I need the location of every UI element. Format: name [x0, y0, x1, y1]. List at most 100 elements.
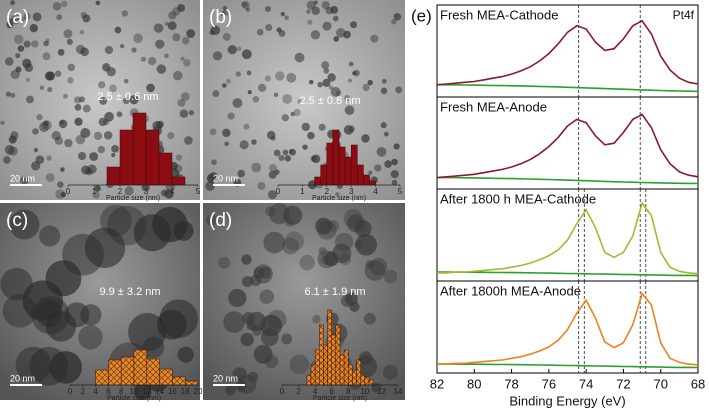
particle — [246, 311, 267, 332]
x-tick-label: 2 — [325, 187, 330, 196]
particle — [284, 155, 292, 162]
bar — [106, 166, 121, 186]
bar — [184, 380, 199, 386]
particle — [39, 122, 50, 133]
particle — [66, 38, 73, 45]
particle — [89, 152, 99, 161]
particle — [317, 250, 336, 269]
particle — [288, 149, 294, 154]
particle — [29, 24, 38, 33]
x-tick-label: 68 — [691, 376, 705, 391]
particle — [98, 117, 108, 127]
panel-label: (d) — [209, 210, 232, 231]
particle — [80, 304, 102, 326]
particle — [267, 309, 287, 329]
particle — [284, 15, 289, 21]
particle — [63, 93, 68, 99]
particle — [60, 167, 65, 172]
bar — [133, 349, 148, 386]
particle — [109, 84, 117, 93]
particle — [146, 83, 155, 93]
particle — [173, 164, 183, 173]
x-tick-label: 0 — [280, 387, 285, 396]
particle — [78, 325, 103, 350]
particle — [133, 382, 152, 400]
particle — [307, 19, 313, 25]
particle — [247, 90, 252, 95]
particle — [369, 257, 388, 276]
particle — [335, 28, 346, 38]
bar — [339, 354, 345, 386]
particle — [120, 44, 125, 49]
particle — [3, 156, 11, 164]
particle — [15, 53, 21, 59]
particle — [253, 344, 273, 364]
particle — [268, 170, 277, 179]
particle — [362, 83, 370, 92]
x-tick-label: 80 — [467, 376, 481, 391]
particle — [330, 86, 341, 97]
spectrum-line — [437, 176, 698, 185]
particle — [376, 146, 387, 157]
particle — [205, 181, 215, 191]
particle — [47, 87, 53, 93]
spectrum-line — [437, 201, 699, 275]
particle — [344, 94, 351, 102]
scale-bar-label: 20 nm — [10, 173, 35, 183]
particle — [24, 63, 34, 72]
particle — [323, 68, 330, 74]
particle — [218, 256, 231, 269]
particle — [237, 169, 245, 178]
particle — [241, 1, 248, 8]
particle — [365, 259, 375, 269]
particle — [325, 6, 334, 15]
particle — [114, 26, 122, 34]
particle — [160, 189, 168, 197]
bar — [338, 146, 346, 186]
particle — [63, 29, 73, 39]
bar — [348, 364, 353, 386]
particle — [241, 49, 252, 60]
particle — [350, 21, 358, 29]
bar — [146, 358, 160, 386]
particle — [140, 56, 147, 62]
x-tick-label: 3 — [349, 187, 354, 196]
scale-bar-label: 20 nm — [213, 173, 238, 183]
particle — [222, 5, 228, 11]
particle — [177, 98, 186, 107]
particle — [167, 132, 175, 140]
particle — [380, 122, 387, 129]
x-tick-label: 10 — [130, 387, 139, 396]
bar — [352, 369, 357, 386]
particle — [251, 139, 257, 145]
particle — [177, 346, 194, 363]
x-tick-label: 8 — [346, 387, 351, 396]
particle — [220, 11, 226, 17]
x-tick-label: 72 — [616, 376, 630, 391]
particle — [252, 96, 260, 103]
particle — [321, 61, 330, 70]
particle — [4, 144, 15, 155]
particle — [98, 81, 106, 89]
bar — [360, 374, 366, 386]
particle — [180, 92, 190, 101]
x-tick-label: 78 — [504, 376, 518, 391]
particle — [348, 125, 356, 133]
particle — [211, 159, 217, 166]
particle — [259, 289, 274, 304]
particle — [6, 21, 14, 29]
x-tick-label: 70 — [653, 376, 667, 391]
bar — [344, 156, 352, 186]
particle — [363, 312, 376, 325]
particle — [188, 110, 194, 116]
scale-bar-label: 20 nm — [10, 373, 35, 383]
particle — [391, 158, 398, 166]
particle — [331, 243, 352, 263]
particle — [31, 161, 41, 171]
particle — [17, 45, 25, 52]
particle — [294, 52, 305, 63]
bar — [332, 129, 340, 186]
particle — [74, 104, 82, 111]
particle — [210, 25, 221, 36]
particle — [317, 220, 337, 240]
